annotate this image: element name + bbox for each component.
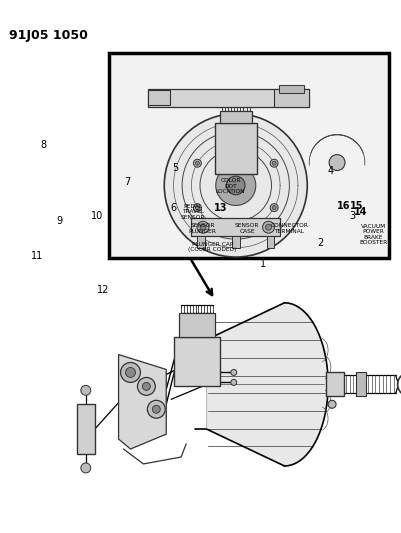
Circle shape <box>137 377 155 395</box>
Text: 4: 4 <box>327 166 333 176</box>
Text: CONNECTOR
TERMINAL: CONNECTOR TERMINAL <box>269 223 308 233</box>
Circle shape <box>81 385 91 395</box>
Bar <box>215 99 255 107</box>
Circle shape <box>215 165 255 206</box>
Bar <box>148 89 308 107</box>
Circle shape <box>265 224 271 230</box>
Circle shape <box>193 204 201 212</box>
Bar <box>279 85 304 93</box>
Text: 15: 15 <box>348 201 362 211</box>
Polygon shape <box>207 303 327 466</box>
Text: 8: 8 <box>40 140 46 150</box>
Polygon shape <box>174 337 219 386</box>
Circle shape <box>120 362 140 382</box>
Circle shape <box>196 221 209 233</box>
Polygon shape <box>118 354 166 449</box>
Text: 12: 12 <box>97 285 109 295</box>
Circle shape <box>195 206 199 209</box>
Text: 3: 3 <box>349 211 355 221</box>
Text: SENSOR
CASE: SENSOR CASE <box>235 223 259 233</box>
Bar <box>148 90 170 105</box>
Text: 91J05 1050: 91J05 1050 <box>9 29 88 42</box>
Circle shape <box>81 463 91 473</box>
Circle shape <box>271 161 275 165</box>
Text: SENSOR
PLUNGER: SENSOR PLUNGER <box>188 223 216 233</box>
Bar <box>215 123 256 174</box>
Polygon shape <box>179 313 215 337</box>
Text: 16: 16 <box>336 201 350 211</box>
Circle shape <box>271 206 275 209</box>
Text: 1: 1 <box>259 259 265 269</box>
Text: PEDAL
TRAVEL
SENSOR: PEDAL TRAVEL SENSOR <box>180 204 205 220</box>
Text: COLOR
DOT
LOCATION: COLOR DOT LOCATION <box>215 179 245 194</box>
Bar <box>108 53 388 258</box>
Bar <box>219 111 251 123</box>
Text: 2: 2 <box>317 238 323 248</box>
Bar <box>274 89 308 107</box>
Text: 11: 11 <box>31 251 43 261</box>
Circle shape <box>195 161 199 165</box>
Bar <box>325 373 343 397</box>
Circle shape <box>200 224 205 230</box>
Bar <box>77 404 95 454</box>
Bar <box>196 236 205 248</box>
Circle shape <box>226 176 245 195</box>
Bar <box>231 236 239 248</box>
Circle shape <box>327 400 335 408</box>
Bar <box>355 373 365 397</box>
Circle shape <box>193 159 201 167</box>
Bar <box>190 218 280 236</box>
Text: VACUUM
POWER
BRAKE
BOOSTER: VACUUM POWER BRAKE BOOSTER <box>358 224 387 245</box>
Text: 7: 7 <box>124 176 130 187</box>
Text: 6: 6 <box>170 203 176 213</box>
Text: 13: 13 <box>213 203 227 213</box>
Circle shape <box>269 159 277 167</box>
Bar <box>266 236 274 248</box>
Circle shape <box>164 114 306 257</box>
Circle shape <box>262 221 274 233</box>
Text: 14: 14 <box>353 207 366 217</box>
Text: 5: 5 <box>172 164 178 173</box>
Circle shape <box>142 382 150 390</box>
Circle shape <box>328 155 344 171</box>
Circle shape <box>152 405 160 413</box>
Text: 10: 10 <box>91 211 103 221</box>
Circle shape <box>147 400 165 418</box>
Circle shape <box>125 367 135 377</box>
Circle shape <box>230 379 236 385</box>
Circle shape <box>269 204 277 212</box>
Text: 9: 9 <box>56 216 62 227</box>
Circle shape <box>230 369 236 375</box>
Text: PLUNGER CAP
(COLOR CODED): PLUNGER CAP (COLOR CODED) <box>188 241 236 252</box>
